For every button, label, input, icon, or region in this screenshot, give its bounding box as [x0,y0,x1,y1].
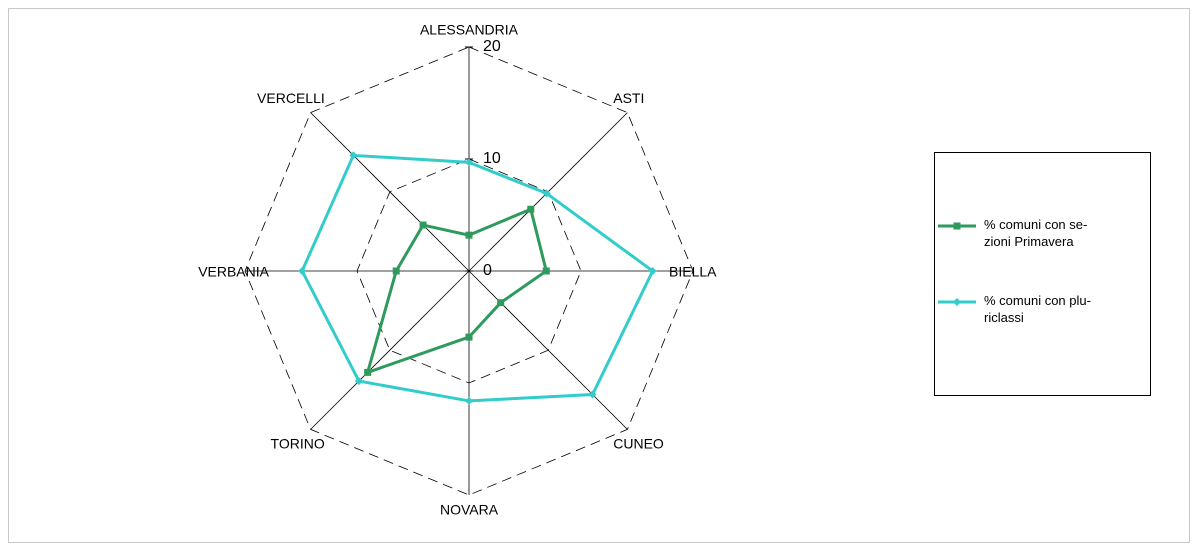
marker [392,267,400,275]
category-label: TORINO [271,436,325,452]
tick-label: 20 [483,38,501,55]
spoke [310,270,470,430]
marker [465,396,473,405]
spoke [468,270,628,430]
marker [648,267,657,275]
marker [465,333,473,341]
category-label: VERCELLI [257,90,325,106]
tick-label: 10 [483,150,501,167]
marker [364,368,372,376]
tick-label: 0 [483,262,492,279]
grid-ring [244,46,694,496]
marker [419,221,427,229]
marker [588,390,597,399]
marker [349,151,358,160]
marker [527,205,535,213]
marker [465,158,473,167]
legend-marker [953,222,961,230]
legend-box [934,152,1151,396]
marker [354,377,363,386]
legend-label: % comuni con se-zioni Primavera [984,217,1087,249]
category-label: BIELLA [669,264,717,280]
category-label: NOVARA [440,502,499,518]
marker [497,299,505,307]
marker [298,267,307,275]
category-label: CUNEO [613,436,664,452]
spoke [310,112,470,272]
legend-marker [953,298,961,306]
marker [465,231,473,239]
marker [542,267,550,275]
category-label: ALESSANDRIA [420,22,519,38]
category-label: ASTI [613,90,644,106]
category-label: VERBANIA [198,264,269,280]
legend-label: % comuni con plu-riclassi [984,293,1091,325]
marker [542,189,551,198]
